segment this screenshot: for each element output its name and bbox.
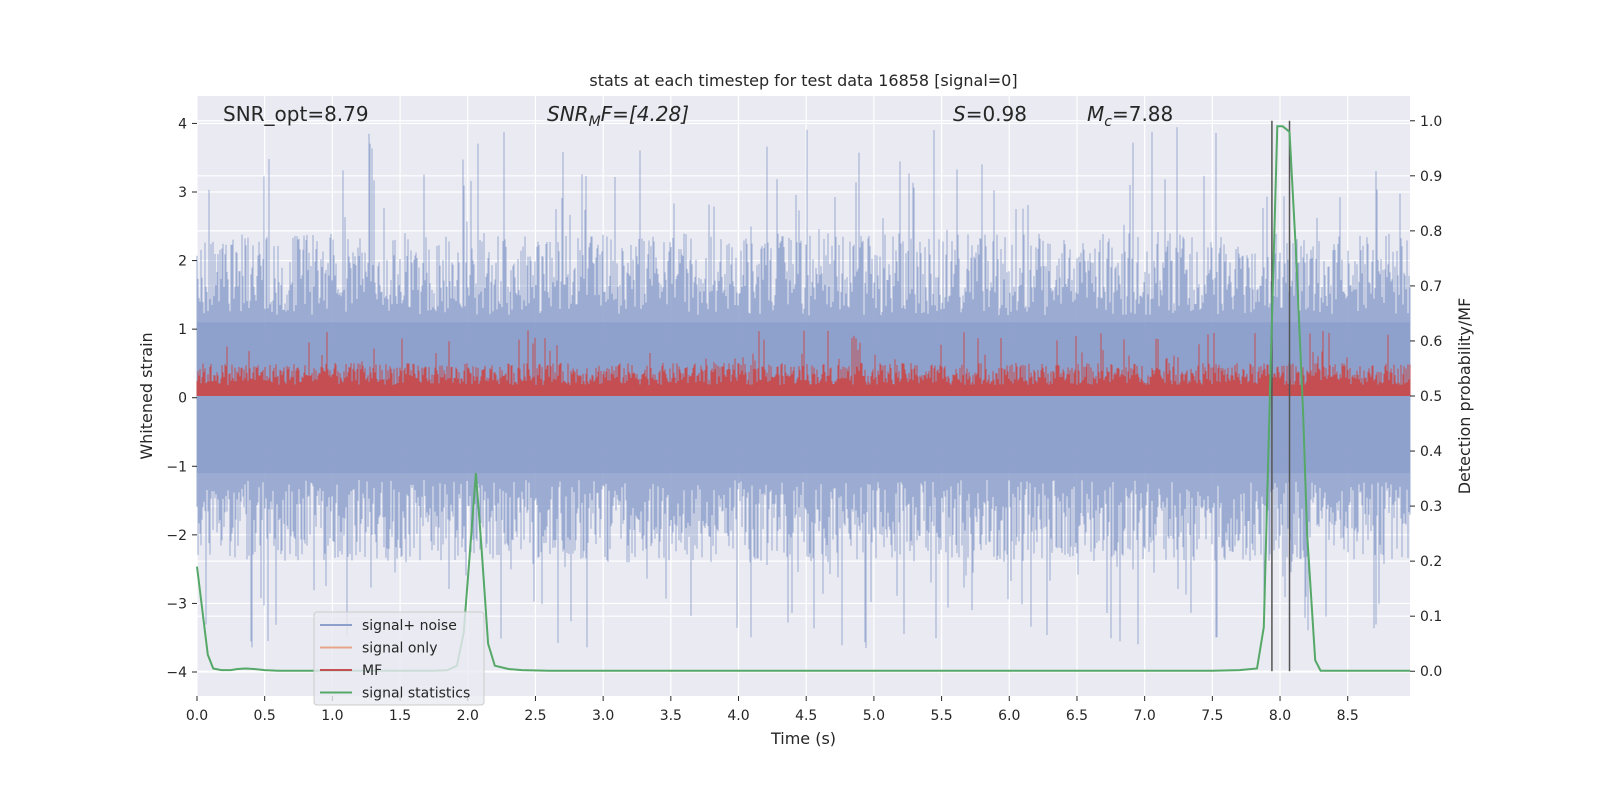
y-left-tick-label: 0 [178, 391, 187, 407]
legend-label-signal-only: signal only [362, 641, 437, 657]
annotation-snr-opt: SNR_opt=8.79 [223, 102, 369, 126]
annotation-s-base: S [953, 102, 966, 126]
annotation-snr-mf-rest: F=[4.28] [601, 102, 689, 126]
signal-statistics-line [196, 125, 1410, 672]
vertical-lines [1271, 120, 1291, 672]
y-axis-right-label: Detection probability/MF [1455, 298, 1474, 495]
x-tick-label: 8.0 [1269, 708, 1291, 724]
y-left-tick-label: 3 [178, 185, 187, 201]
x-tick-label: 3.5 [660, 708, 682, 724]
signal-noise-lower [196, 397, 1411, 648]
annotation-snr-mf-base: SNR [547, 102, 589, 126]
x-tick-label: 7.0 [1134, 708, 1156, 724]
y-left-tick-label: −4 [166, 665, 187, 681]
annotation-snr-mf: SNRMF=[4.28] [547, 102, 689, 130]
y-right-tick-label: 0.7 [1420, 279, 1442, 295]
y-left-tick-label: 2 [178, 254, 187, 270]
y-right-tick-label: 0.5 [1420, 389, 1442, 405]
x-tick-label: 4.5 [795, 708, 817, 724]
x-tick-label: 6.0 [998, 708, 1020, 724]
legend: signal+ noise signal only MF signal stat… [313, 611, 485, 706]
legend-label-signal-statistics: signal statistics [362, 686, 470, 702]
mf-series [196, 330, 1411, 396]
x-tick-label: 8.5 [1337, 708, 1359, 724]
chart-title: stats at each timestep for test data 168… [589, 71, 1017, 90]
x-axis-label: Time (s) [770, 729, 836, 748]
y-right-tick-label: 0.8 [1420, 224, 1442, 240]
x-tick-label: 0.5 [254, 708, 276, 724]
y-left-tick-label: 1 [178, 322, 187, 338]
annotation-mc-rest: =7.88 [1112, 102, 1173, 126]
x-tick-label: 2.0 [457, 708, 479, 724]
mf-trace [196, 330, 1411, 396]
signal-noise-upper [196, 127, 1411, 398]
x-tick-label: 5.5 [930, 708, 952, 724]
x-tick-label: 1.0 [321, 708, 343, 724]
y-right-tick-label: 0.0 [1420, 664, 1442, 680]
x-tick-label: 4.0 [727, 708, 749, 724]
annotation-s: S=0.98 [953, 102, 1027, 126]
x-tick-label: 0.0 [186, 708, 208, 724]
legend-label-signal-noise: signal+ noise [362, 618, 457, 634]
legend-box [313, 611, 485, 706]
x-tick-label: 6.5 [1066, 708, 1088, 724]
annotation-snr-mf-sub: M [589, 114, 601, 130]
signal-statistics-series [196, 125, 1410, 672]
y-axis-left-label: Whitened strain [137, 332, 156, 459]
y-right-tick-label: 0.4 [1420, 444, 1442, 460]
annotation-s-rest: =0.98 [966, 102, 1027, 126]
x-tick-label: 1.5 [389, 708, 411, 724]
x-tick-label: 3.0 [592, 708, 614, 724]
y-right-tick-label: 0.6 [1420, 334, 1442, 350]
y-left-tick-label: −2 [166, 528, 187, 544]
y-left-tick-label: −1 [166, 459, 187, 475]
legend-label-mf: MF [362, 663, 382, 679]
y-right-tick-label: 0.9 [1420, 169, 1442, 185]
y-right-tick-label: 1.0 [1420, 114, 1442, 130]
x-tick-label: 5.0 [863, 708, 885, 724]
x-tick-label: 2.5 [524, 708, 546, 724]
y-left-tick-label: −3 [166, 596, 187, 612]
x-tick-label: 7.5 [1201, 708, 1223, 724]
y-left-tick-label: 4 [178, 116, 187, 132]
y-right-tick-label: 0.3 [1420, 499, 1442, 515]
annotation-mc-sub: c [1104, 114, 1112, 130]
annotation-mc: Mc=7.88 [1087, 102, 1173, 130]
y-right-tick-label: 0.2 [1420, 554, 1442, 570]
ticks: 0.0 0.5 1.0 1.5 2.0 2.5 3.0 3.5 4.0 4.5 5.0 5.5 6.0 6… [166, 114, 1442, 724]
annotation-mc-base: M [1087, 102, 1104, 126]
y-right-tick-label: 0.1 [1420, 609, 1442, 625]
